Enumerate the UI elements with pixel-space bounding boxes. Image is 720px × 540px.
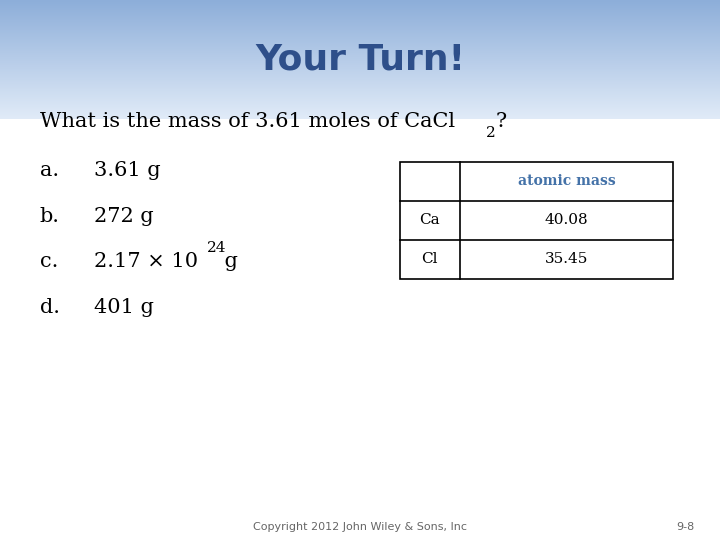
Text: 24: 24 [207, 241, 227, 255]
Text: d.: d. [40, 298, 60, 318]
Text: 40.08: 40.08 [545, 213, 588, 227]
Text: c.: c. [40, 252, 58, 272]
Text: b.: b. [40, 206, 60, 226]
Text: Copyright 2012 John Wiley & Sons, Inc: Copyright 2012 John Wiley & Sons, Inc [253, 522, 467, 531]
Text: a.: a. [40, 160, 59, 180]
Text: 2: 2 [486, 126, 496, 140]
Text: atomic mass: atomic mass [518, 174, 616, 188]
Text: 401 g: 401 g [94, 298, 153, 318]
Text: Ca: Ca [419, 213, 440, 227]
Text: Your Turn!: Your Turn! [255, 43, 465, 76]
Text: g: g [218, 252, 238, 272]
Text: 272 g: 272 g [94, 206, 153, 226]
Bar [400, 162, 673, 279]
Text: 35.45: 35.45 [545, 252, 588, 266]
Text: 2.17 × 10: 2.17 × 10 [94, 252, 198, 272]
Text: Cl: Cl [421, 252, 438, 266]
Text: 9-8: 9-8 [677, 522, 695, 531]
Text: What is the mass of 3.61 moles of CaCl: What is the mass of 3.61 moles of CaCl [40, 112, 455, 131]
Text: ?: ? [495, 112, 506, 131]
Text: 3.61 g: 3.61 g [94, 160, 161, 180]
